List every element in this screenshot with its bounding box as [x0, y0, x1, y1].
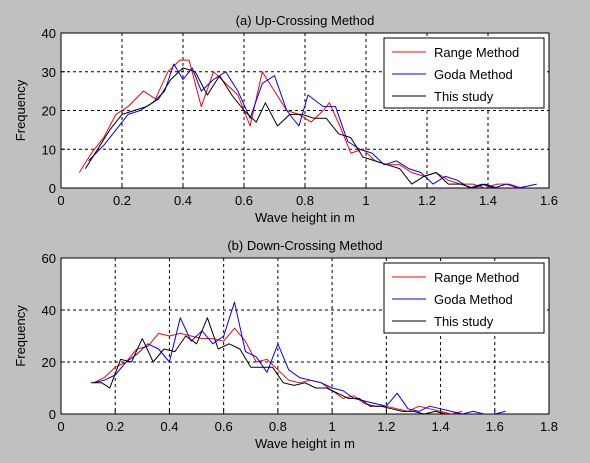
chart-title: (b) Down-Crossing Method: [227, 238, 382, 253]
x-tick-label: 0.6: [235, 193, 253, 208]
x-tick-label: 0.2: [106, 419, 124, 434]
x-tick-label: 0.2: [113, 193, 131, 208]
y-tick-label: 30: [42, 65, 56, 80]
y-tick-label: 20: [42, 355, 56, 370]
x-tick-label: 1: [362, 193, 369, 208]
legend-label-study: This study: [434, 89, 494, 104]
y-tick-label: 0: [49, 181, 56, 196]
chart-down-crossing: (b) Down-Crossing Method 0 0.2 0.4 0.6 0.8 1 1.…: [13, 238, 558, 451]
legend: Range Method Goda Method This study: [383, 262, 545, 334]
x-tick-label: 0.4: [160, 419, 178, 434]
legend-label-study: This study: [434, 314, 494, 329]
x-tick-label: 1.2: [418, 193, 436, 208]
legend: Range Method Goda Method This study: [383, 37, 545, 109]
series-line-study: [90, 317, 447, 414]
y-tick-label: 10: [42, 142, 56, 157]
y-tick-label: 0: [49, 407, 56, 422]
series-line-study: [84, 67, 498, 188]
chart-up-crossing: (a) Up-Crossing Method 0 0.2 0.4 0.6 0.8 1 1.2 1…: [13, 13, 558, 225]
x-axis-label: Wave height in m: [255, 436, 355, 451]
y-tick-label: 60: [42, 251, 56, 266]
x-tick-label: 0: [57, 419, 64, 434]
x-tick-label: 1.2: [377, 419, 395, 434]
x-tick-label: 1.6: [540, 193, 558, 208]
x-tick-label: 0.8: [269, 419, 287, 434]
legend-label-range: Range Method: [434, 45, 519, 60]
y-tick-label: 20: [42, 104, 56, 119]
chart-title: (a) Up-Crossing Method: [236, 13, 375, 28]
x-tick-label: 0.6: [215, 419, 233, 434]
y-axis-label: Frequency: [13, 305, 28, 367]
y-axis-label: Frequency: [13, 79, 28, 141]
x-tick-label: 1.4: [432, 419, 450, 434]
series-line-range: [93, 327, 463, 414]
x-tick-label: 1: [328, 419, 335, 434]
x-tick-label: 0: [57, 193, 64, 208]
y-tick-label: 40: [42, 26, 56, 41]
x-tick-label: 1.8: [540, 419, 558, 434]
x-tick-label: 1.4: [479, 193, 497, 208]
x-tick-label: 0.4: [174, 193, 192, 208]
x-tick-label: 1.6: [486, 419, 504, 434]
series-line-range: [78, 59, 522, 188]
series-line-goda: [93, 301, 506, 414]
x-tick-label: 0.8: [296, 193, 314, 208]
y-tick-label: 40: [42, 303, 56, 318]
legend-label-goda: Goda Method: [434, 67, 513, 82]
x-axis-label: Wave height in m: [255, 210, 355, 225]
legend-label-goda: Goda Method: [434, 292, 513, 307]
legend-label-range: Range Method: [434, 270, 519, 285]
